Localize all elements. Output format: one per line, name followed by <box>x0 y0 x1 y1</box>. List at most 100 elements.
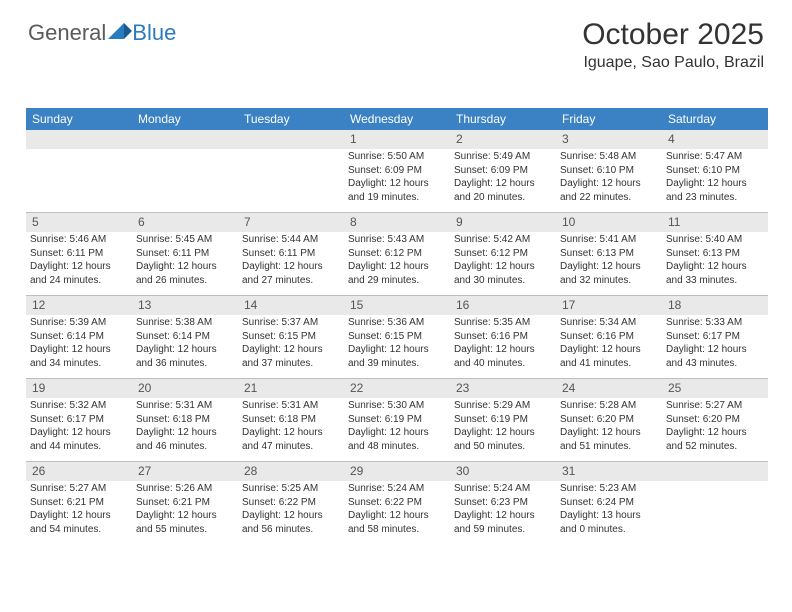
day-number: 31 <box>556 462 662 481</box>
calendar-cell: 5Sunrise: 5:46 AMSunset: 6:11 PMDaylight… <box>26 213 132 295</box>
day-header-sun: Sunday <box>26 108 132 130</box>
calendar-cell: 6 Sunrise: 5:45 AMSunset: 6:11 PMDaylight… <box>132 213 238 295</box>
sunset-text: Sunset: 6:10 PM <box>560 165 658 178</box>
daylight-text: Daylight: 12 hours <box>136 261 234 274</box>
day-number: 5 <box>26 213 132 232</box>
day-number: 23 <box>450 379 556 398</box>
daylight-text: Daylight: 12 hours <box>242 510 340 523</box>
calendar-cell: 20Sunrise: 5:31 AMSunset: 6:18 PMDayligh… <box>132 379 238 461</box>
calendar-cell: 7Sunrise: 5:44 AMSunset: 6:11 PMDaylight… <box>238 213 344 295</box>
header-right: October 2025 Iguape, Sao Paulo, Brazil <box>582 18 764 72</box>
calendar-cell: 27Sunrise: 5:26 AMSunset: 6:21 PMDayligh… <box>132 462 238 544</box>
daylight-text: Daylight: 12 hours <box>560 427 658 440</box>
sunset-text: Sunset: 6:16 PM <box>560 331 658 344</box>
sunrise-text: Sunrise: 5:36 AM <box>348 317 446 330</box>
calendar-cell: 18Sunrise: 5:33 AMSunset: 6:17 PMDayligh… <box>662 296 768 378</box>
day-number: 2 <box>450 130 556 149</box>
sunset-text: Sunset: 6:16 PM <box>454 331 552 344</box>
sunrise-text: Sunrise: 5:47 AM <box>666 151 764 164</box>
calendar-cell: 1Sunrise: 5:50 AMSunset: 6:09 PMDaylight… <box>344 130 450 212</box>
daylight-text: and 0 minutes. <box>560 524 658 537</box>
sunset-text: Sunset: 6:21 PM <box>136 497 234 510</box>
calendar-cell: 3Sunrise: 5:48 AMSunset: 6:10 PMDaylight… <box>556 130 662 212</box>
day-number: 1 <box>344 130 450 149</box>
daylight-text: and 41 minutes. <box>560 358 658 371</box>
day-number: 22 <box>344 379 450 398</box>
calendar-cell: 10Sunrise: 5:41 AMSunset: 6:13 PMDayligh… <box>556 213 662 295</box>
week-row: 12Sunrise: 5:39 AMSunset: 6:14 PMDayligh… <box>26 295 768 378</box>
calendar-cell: 15Sunrise: 5:36 AMSunset: 6:15 PMDayligh… <box>344 296 450 378</box>
day-number: 15 <box>344 296 450 315</box>
day-number: 26 <box>26 462 132 481</box>
daylight-text: Daylight: 12 hours <box>136 427 234 440</box>
sunrise-text: Sunrise: 5:26 AM <box>136 483 234 496</box>
sunset-text: Sunset: 6:23 PM <box>454 497 552 510</box>
daylight-text: Daylight: 12 hours <box>560 261 658 274</box>
sunrise-text: Sunrise: 5:27 AM <box>666 400 764 413</box>
daylight-text: Daylight: 12 hours <box>242 427 340 440</box>
day-number: 6 <box>132 213 238 232</box>
sunrise-text: Sunrise: 5:23 AM <box>560 483 658 496</box>
day-number: 13 <box>132 296 238 315</box>
sunrise-text: Sunrise: 5:41 AM <box>560 234 658 247</box>
day-number: 30 <box>450 462 556 481</box>
daylight-text: Daylight: 12 hours <box>30 427 128 440</box>
day-number: 29 <box>344 462 450 481</box>
day-number-empty <box>238 130 344 149</box>
calendar-cell: 25Sunrise: 5:27 AMSunset: 6:20 PMDayligh… <box>662 379 768 461</box>
calendar-cell: 28Sunrise: 5:25 AMSunset: 6:22 PMDayligh… <box>238 462 344 544</box>
daylight-text: Daylight: 12 hours <box>242 344 340 357</box>
sunset-text: Sunset: 6:09 PM <box>348 165 446 178</box>
daylight-text: Daylight: 12 hours <box>666 178 764 191</box>
calendar: Sunday Monday Tuesday Wednesday Thursday… <box>26 108 768 544</box>
sunrise-text: Sunrise: 5:44 AM <box>242 234 340 247</box>
day-number: 4 <box>662 130 768 149</box>
sunset-text: Sunset: 6:15 PM <box>348 331 446 344</box>
calendar-cell <box>662 462 768 544</box>
calendar-cell <box>26 130 132 212</box>
logo-text-general: General <box>28 20 106 46</box>
sunset-text: Sunset: 6:10 PM <box>666 165 764 178</box>
day-header-tue: Tuesday <box>238 108 344 130</box>
daylight-text: Daylight: 12 hours <box>560 178 658 191</box>
day-number: 21 <box>238 379 344 398</box>
calendar-cell: 4 Sunrise: 5:47 AMSunset: 6:10 PMDaylight… <box>662 130 768 212</box>
daylight-text: Daylight: 12 hours <box>30 261 128 274</box>
daylight-text: Daylight: 12 hours <box>454 510 552 523</box>
day-number: 24 <box>556 379 662 398</box>
daylight-text: and 20 minutes. <box>454 192 552 205</box>
sunrise-text: Sunrise: 5:24 AM <box>348 483 446 496</box>
calendar-cell: 26Sunrise: 5:27 AMSunset: 6:21 PMDayligh… <box>26 462 132 544</box>
sunrise-text: Sunrise: 5:27 AM <box>30 483 128 496</box>
daylight-text: and 44 minutes. <box>30 441 128 454</box>
sunrise-text: Sunrise: 5:38 AM <box>136 317 234 330</box>
sunrise-text: Sunrise: 5:50 AM <box>348 151 446 164</box>
calendar-cell: 9Sunrise: 5:42 AMSunset: 6:12 PMDaylight… <box>450 213 556 295</box>
daylight-text: Daylight: 13 hours <box>560 510 658 523</box>
daylight-text: and 37 minutes. <box>242 358 340 371</box>
sunrise-text: Sunrise: 5:43 AM <box>348 234 446 247</box>
daylight-text: and 56 minutes. <box>242 524 340 537</box>
sunset-text: Sunset: 6:11 PM <box>242 248 340 261</box>
day-number: 28 <box>238 462 344 481</box>
sunset-text: Sunset: 6:11 PM <box>136 248 234 261</box>
sunrise-text: Sunrise: 5:42 AM <box>454 234 552 247</box>
daylight-text: and 34 minutes. <box>30 358 128 371</box>
day-number: 14 <box>238 296 344 315</box>
daylight-text: and 43 minutes. <box>666 358 764 371</box>
daylight-text: Daylight: 12 hours <box>348 427 446 440</box>
daylight-text: Daylight: 12 hours <box>136 510 234 523</box>
sunrise-text: Sunrise: 5:28 AM <box>560 400 658 413</box>
day-number: 11 <box>662 213 768 232</box>
daylight-text: and 46 minutes. <box>136 441 234 454</box>
sunrise-text: Sunrise: 5:31 AM <box>136 400 234 413</box>
sunrise-text: Sunrise: 5:46 AM <box>30 234 128 247</box>
day-header-mon: Monday <box>132 108 238 130</box>
sunrise-text: Sunrise: 5:45 AM <box>136 234 234 247</box>
week-row: 19Sunrise: 5:32 AMSunset: 6:17 PMDayligh… <box>26 378 768 461</box>
daylight-text: and 52 minutes. <box>666 441 764 454</box>
daylight-text: Daylight: 12 hours <box>348 510 446 523</box>
week-row: 5Sunrise: 5:46 AMSunset: 6:11 PMDaylight… <box>26 212 768 295</box>
sunset-text: Sunset: 6:17 PM <box>30 414 128 427</box>
daylight-text: and 50 minutes. <box>454 441 552 454</box>
